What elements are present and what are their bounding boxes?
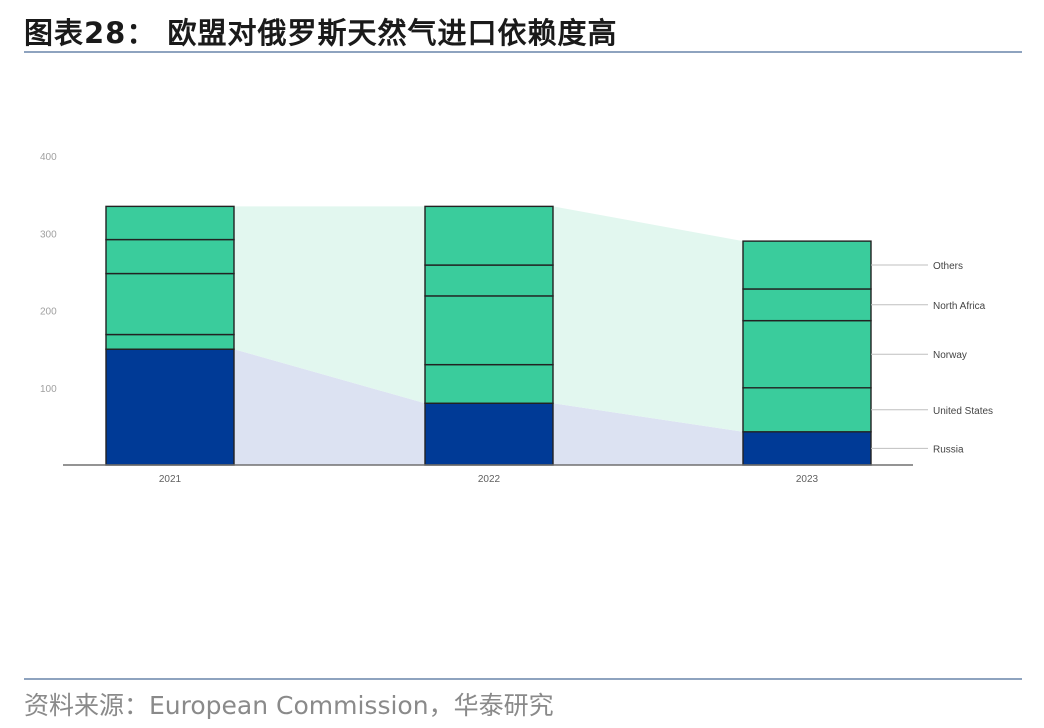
- bar-north-africa-2022: [424, 264, 554, 297]
- stacked-bar-chart: 2021 2022 2023 100 200 300 400 Russia United St…: [40, 152, 993, 485]
- bar-north-africa-2023: [742, 288, 872, 322]
- bar-united-states-2021: [105, 333, 235, 350]
- legend-label-norway: Norway: [933, 350, 967, 361]
- bar-others-2021: [105, 205, 235, 241]
- band-other-2022: [553, 206, 743, 432]
- band-russia-2021: [234, 349, 425, 465]
- legend-label-others: Others: [933, 261, 963, 272]
- bar-russia-2021: [105, 348, 235, 466]
- bar-others-2023: [742, 240, 872, 290]
- bar-united-states-2022: [424, 363, 554, 404]
- x-tick-label: 2022: [478, 474, 501, 485]
- y-tick-label: 100: [40, 384, 57, 395]
- band-other-2021: [234, 206, 425, 404]
- bar-russia-2023: [742, 431, 872, 466]
- y-tick-label: 300: [40, 229, 57, 240]
- source-note: 资料来源：European Commission，华泰研究: [24, 691, 554, 720]
- bar-north-africa-2021: [105, 238, 235, 275]
- y-tick-label: 200: [40, 307, 57, 318]
- bar-norway-2021: [105, 272, 235, 336]
- y-tick-label: 400: [40, 152, 57, 163]
- source-divider: [24, 678, 1022, 680]
- title-divider: [24, 51, 1022, 53]
- bar-united-states-2023: [742, 387, 872, 433]
- legend-label-russia: Russia: [933, 444, 964, 455]
- x-tick-label: 2023: [796, 474, 819, 485]
- connector-bands: [234, 206, 743, 465]
- chart-title: 图表28： 欧盟对俄罗斯天然气进口依赖度高: [24, 16, 618, 50]
- bar-russia-2022: [424, 402, 554, 466]
- band-russia-2022: [553, 403, 743, 465]
- bar-norway-2023: [742, 319, 872, 389]
- legend-label-north-africa: North Africa: [933, 301, 986, 312]
- legend-group: Russia United States Norway North Africa Oth…: [871, 261, 993, 455]
- bars-group: [105, 205, 872, 466]
- axis-group: 2021 2022 2023 100 200 300 400: [40, 152, 913, 485]
- x-tick-label: 2021: [159, 474, 182, 485]
- bar-norway-2022: [424, 295, 554, 366]
- legend-label-united-states: United States: [933, 406, 993, 417]
- bar-others-2022: [424, 205, 554, 266]
